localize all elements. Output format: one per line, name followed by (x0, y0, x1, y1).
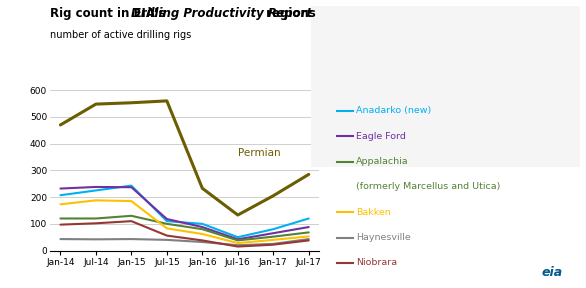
Text: Permian: Permian (238, 148, 281, 158)
Text: Bakken: Bakken (356, 208, 391, 217)
Text: regions: regions (262, 7, 316, 20)
Text: Rig count in EIA’s: Rig count in EIA’s (50, 7, 169, 20)
Text: Haynesville: Haynesville (356, 233, 411, 242)
Text: number of active drilling rigs: number of active drilling rigs (50, 30, 191, 40)
Text: Niobrara: Niobrara (356, 258, 397, 268)
Text: (formerly Marcellus and Utica): (formerly Marcellus and Utica) (356, 182, 500, 192)
Text: eia: eia (541, 266, 563, 279)
Text: Eagle Ford: Eagle Ford (356, 132, 406, 141)
Text: Anadarko (new): Anadarko (new) (356, 106, 431, 115)
Text: Appalachia: Appalachia (356, 157, 409, 166)
Text: Drilling Productivity Report: Drilling Productivity Report (131, 7, 312, 20)
